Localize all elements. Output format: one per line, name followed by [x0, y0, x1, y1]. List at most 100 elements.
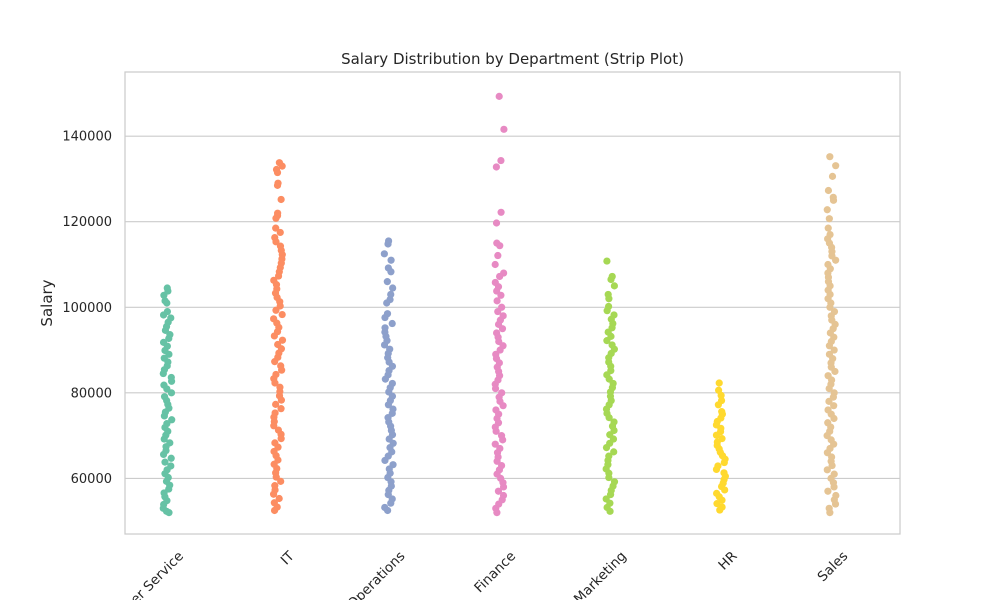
data-point	[278, 310, 286, 319]
data-point	[605, 414, 613, 422]
data-point	[272, 224, 280, 232]
data-point	[493, 297, 501, 305]
y-tick-label: 60000	[71, 472, 112, 487]
y-tick-labels: 60000 80000 100000 120000 140000	[62, 130, 112, 487]
data-point	[165, 334, 173, 343]
x-tick-label: Marketing	[571, 548, 630, 600]
data-point	[159, 311, 168, 319]
data-point	[830, 402, 838, 410]
data-point	[269, 490, 278, 498]
data-point	[499, 436, 507, 444]
data-point	[272, 473, 280, 481]
y-tick-label: 140000	[62, 130, 112, 145]
data-point	[270, 332, 278, 340]
data-point	[389, 284, 397, 292]
data-point	[830, 483, 838, 491]
data-point	[493, 457, 501, 465]
data-point	[167, 377, 176, 385]
x-tick-label: IT	[278, 548, 298, 568]
data-point	[605, 473, 613, 482]
data-point	[160, 291, 168, 299]
data-point	[384, 506, 392, 515]
x-tick-labels: er Service IT Operations Finance Marketing HR…	[128, 548, 852, 600]
data-point	[272, 214, 280, 222]
data-point	[163, 299, 171, 307]
data-point	[610, 448, 618, 456]
data-point	[275, 494, 283, 503]
chart-title: Salary Distribution by Department (Strip…	[341, 50, 684, 68]
data-point	[496, 242, 504, 250]
data-point	[603, 337, 611, 345]
y-tick-label: 120000	[62, 215, 112, 230]
data-point	[494, 487, 503, 495]
data-point	[492, 219, 501, 227]
data-point	[714, 401, 722, 409]
data-point	[159, 450, 168, 459]
plot-frame	[124, 71, 901, 535]
data-point	[167, 454, 175, 462]
data-point	[165, 509, 173, 517]
data-point	[273, 181, 282, 189]
data-point	[277, 195, 285, 204]
data-point	[499, 402, 507, 410]
data-point	[270, 506, 279, 515]
data-point	[387, 268, 395, 276]
data-point	[387, 256, 395, 264]
data-point	[824, 487, 832, 495]
data-point	[388, 319, 396, 328]
x-tick-label: Operations	[345, 548, 409, 600]
data-point	[823, 206, 831, 214]
data-point	[832, 162, 840, 170]
data-point	[384, 240, 392, 248]
data-point	[605, 295, 613, 303]
data-point	[497, 291, 505, 299]
data-point	[824, 186, 833, 195]
data-point	[712, 465, 721, 474]
data-point	[277, 435, 285, 443]
data-point	[159, 369, 167, 378]
data-point	[495, 92, 503, 100]
y-tick-label: 80000	[71, 386, 112, 401]
data-point	[492, 163, 500, 171]
data-point	[823, 466, 831, 474]
data-point	[271, 358, 279, 366]
data-point	[606, 507, 614, 515]
data-point	[602, 443, 611, 452]
data-point	[712, 431, 721, 439]
data-point	[387, 499, 395, 507]
data-point	[270, 422, 278, 430]
x-tick-label: Finance	[471, 548, 519, 596]
data-point	[383, 299, 391, 307]
data-point	[496, 272, 504, 281]
data-point	[715, 379, 723, 387]
data-point	[825, 215, 833, 223]
data-point	[826, 509, 834, 517]
data-point	[491, 440, 499, 448]
data-point	[276, 228, 284, 237]
x-tick-label: er Service	[128, 548, 187, 600]
data-point	[160, 412, 168, 420]
data-point	[500, 125, 508, 133]
data-point	[830, 414, 838, 423]
data-point	[824, 224, 832, 232]
data-point	[380, 250, 388, 258]
x-tick-label: Sales	[815, 548, 852, 585]
data-point	[610, 282, 619, 290]
data-point	[825, 397, 833, 405]
data-point	[272, 238, 280, 246]
data-point	[830, 346, 838, 354]
data-point	[271, 379, 279, 387]
data-point	[272, 400, 280, 408]
data-point	[277, 405, 285, 413]
data-point	[161, 458, 169, 466]
data-point	[278, 336, 287, 344]
data-point	[160, 435, 168, 443]
data-point	[168, 416, 176, 424]
data-point	[381, 375, 389, 383]
data-point	[717, 391, 725, 399]
y-axis-label: Salary	[38, 279, 56, 326]
data-point	[274, 272, 283, 280]
data-point	[826, 303, 834, 311]
data-point	[499, 483, 508, 491]
